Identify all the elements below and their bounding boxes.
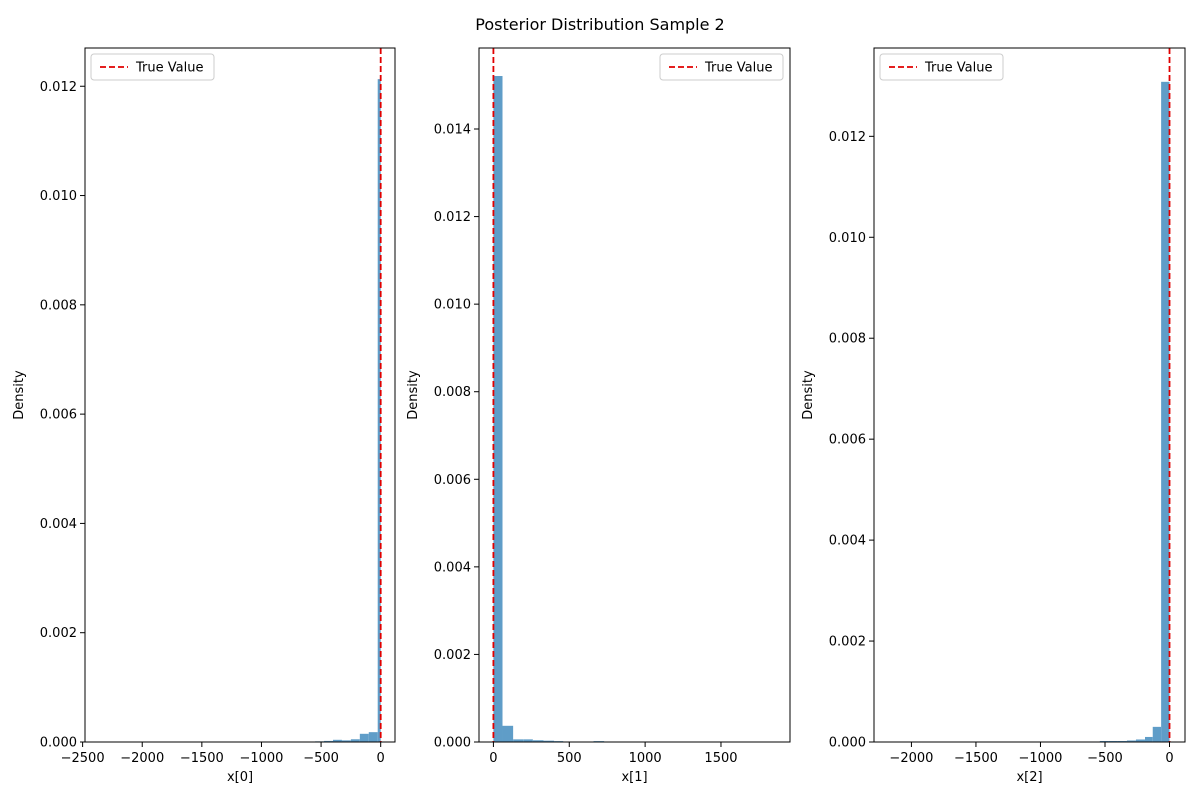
x-tick-label: −500 (1087, 751, 1123, 766)
x-tick-label: 0 (489, 751, 497, 766)
x-tick-label: −1500 (180, 751, 224, 766)
x-tick-label: −2500 (61, 751, 105, 766)
x-tick-label: −2000 (889, 751, 933, 766)
histogram-bar (502, 725, 514, 742)
histogram-bar (1161, 81, 1170, 742)
legend: True Value (90, 53, 215, 81)
x-tick-label: 1000 (629, 751, 662, 766)
y-axis-label: Density (406, 370, 421, 420)
y-tick-label: 0.010 (434, 298, 471, 313)
histogram-bar (341, 740, 351, 742)
histogram-bar (493, 76, 503, 742)
histogram-bar (377, 79, 381, 742)
subplot-2: −2000 −1500 −1000 −500 0 0.000 0.002 0.004 0.006… (801, 47, 1186, 785)
histogram-bar (1152, 726, 1162, 742)
histogram-bar (359, 733, 369, 742)
y-tick-label: 0.000 (434, 736, 471, 751)
histogram-bar (543, 740, 555, 742)
x-tick-label: 500 (557, 751, 582, 766)
y-tick-label: 0.008 (434, 385, 471, 400)
legend: True Value (659, 53, 784, 81)
axes-frame (84, 47, 396, 743)
y-tick-label: 0.000 (40, 736, 77, 751)
y-tick-label: 0.002 (40, 626, 77, 641)
subplot-1: 0 500 1000 1500 0.000 0.002 0.004 0.006 0.008 0.0… (406, 47, 791, 785)
y-tick-label: 0.012 (829, 130, 866, 145)
legend-label: True Value (704, 61, 772, 76)
x-axis-label: x[0] (227, 770, 253, 785)
y-tick-label: 0.002 (434, 648, 471, 663)
y-axis-label: Density (801, 370, 816, 420)
legend-box (90, 53, 215, 81)
axes-frame (478, 47, 791, 743)
legend-box (659, 53, 784, 81)
figure-title: Posterior Distribution Sample 2 (475, 15, 724, 34)
histogram-bar (324, 740, 333, 742)
x-tick-label: 0 (377, 751, 385, 766)
histogram-bar (1126, 740, 1136, 742)
y-tick-label: 0.006 (829, 433, 866, 448)
histogram-bar (523, 739, 533, 742)
y-tick-label: 0.008 (829, 332, 866, 347)
axes-frame (873, 47, 1186, 743)
histogram-bar (532, 740, 544, 742)
y-tick-label: 0.014 (434, 123, 471, 138)
y-tick-label: 0.000 (829, 736, 866, 751)
x-tick-label: −1500 (954, 751, 998, 766)
y-tick-label: 0.004 (434, 560, 471, 575)
histogram-bar (1145, 736, 1153, 742)
x-axis-label: x[1] (621, 770, 647, 785)
y-tick-label: 0.010 (829, 231, 866, 246)
histogram-bar (513, 739, 524, 742)
y-axis-label: Density (12, 370, 27, 420)
subplot-0: −2500 −2000 −1500 −1000 −500 0 0.000 0.002 0.004… (12, 47, 396, 785)
histogram-bar (333, 739, 342, 742)
y-tick-label: 0.010 (40, 189, 77, 204)
histogram-bar (368, 732, 378, 742)
y-tick-label: 0.004 (40, 517, 77, 532)
y-tick-label: 0.004 (829, 534, 866, 549)
x-axis-label: x[2] (1016, 770, 1042, 785)
x-tick-label: 1500 (704, 751, 737, 766)
x-tick-label: −1000 (239, 751, 283, 766)
histogram-bar (1135, 739, 1145, 742)
legend-label: True Value (924, 61, 992, 76)
histogram-bar (350, 739, 360, 742)
x-tick-label: 0 (1165, 751, 1173, 766)
histogram-bar (1117, 740, 1127, 742)
histogram-bar (1108, 740, 1118, 742)
x-tick-label: −2000 (120, 751, 164, 766)
y-tick-label: 0.006 (40, 408, 77, 423)
y-tick-label: 0.006 (434, 473, 471, 488)
y-tick-label: 0.008 (40, 298, 77, 313)
x-tick-label: −1000 (1018, 751, 1062, 766)
legend-box (879, 53, 1004, 81)
y-tick-label: 0.012 (434, 210, 471, 225)
legend: True Value (879, 53, 1004, 81)
y-tick-label: 0.012 (40, 80, 77, 95)
y-tick-label: 0.002 (829, 635, 866, 650)
legend-label: True Value (135, 61, 203, 76)
x-tick-label: −500 (303, 751, 339, 766)
histogram-bar (1099, 740, 1109, 742)
